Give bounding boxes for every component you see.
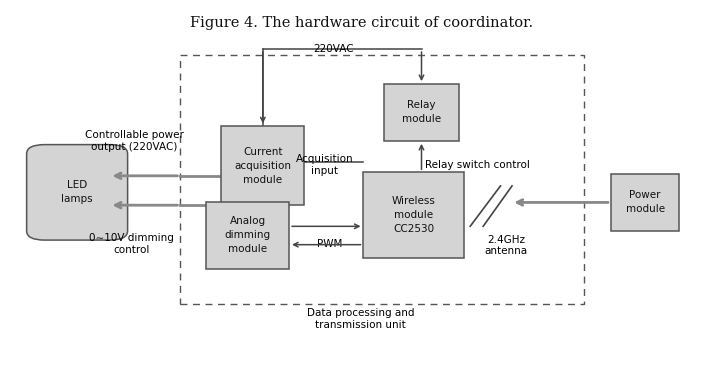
Bar [363,172,464,258]
Text: 2.4GHz
antenna: 2.4GHz antenna [484,235,528,256]
Text: PWM: PWM [317,239,342,249]
Bar [611,174,679,231]
Text: Data processing and
transmission unit: Data processing and transmission unit [307,308,414,330]
Bar [384,84,459,141]
Text: Relay
module: Relay module [402,101,441,124]
Text: Controllable power
output (220VAC): Controllable power output (220VAC) [85,130,183,152]
FancyBboxPatch shape [27,145,127,240]
Text: Wireless
module
CC2530: Wireless module CC2530 [392,196,436,234]
Text: Current
acquisition
module: Current acquisition module [235,147,291,185]
Text: Relay switch control: Relay switch control [425,160,530,170]
Bar [180,55,584,305]
Text: Figure 4. The hardware circuit of coordinator.: Figure 4. The hardware circuit of coordi… [190,16,534,30]
Text: Power
module: Power module [626,191,665,215]
Bar [206,202,289,269]
Text: LED
lamps: LED lamps [62,180,93,204]
Bar [222,126,304,205]
Text: Acquisition
input: Acquisition input [295,154,353,176]
Text: 0∼10V dimming
control: 0∼10V dimming control [89,233,174,255]
Text: 220VAC: 220VAC [313,44,353,54]
Text: Analog
dimming
module: Analog dimming module [224,216,271,255]
